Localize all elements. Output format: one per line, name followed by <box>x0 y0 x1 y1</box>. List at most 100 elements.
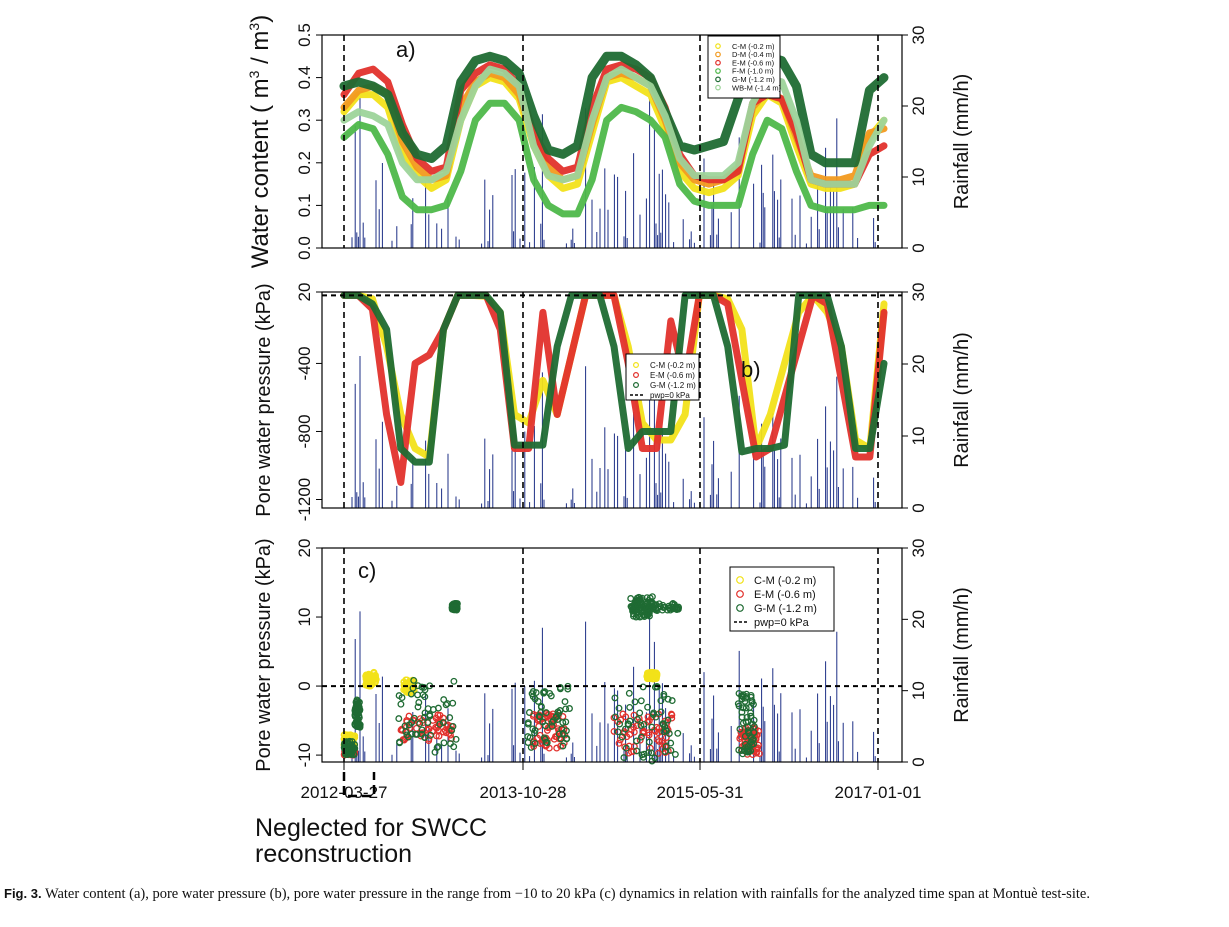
data-point <box>372 677 380 685</box>
data-point <box>637 733 645 741</box>
y-tick-label: 20 <box>295 539 314 558</box>
caption-text: Water content (a), pore water pressure (… <box>44 886 1090 902</box>
data-point <box>669 605 677 613</box>
data-point <box>650 709 658 717</box>
rain-tick-label: 30 <box>909 283 928 302</box>
legend-swatch <box>736 604 744 612</box>
data-point <box>449 722 457 730</box>
y-tick-label: 0.3 <box>295 108 314 132</box>
data-point <box>421 713 428 721</box>
series-G-M-cluster <box>611 682 682 765</box>
data-point <box>643 674 651 681</box>
data-point <box>566 705 573 712</box>
data-point <box>449 699 457 707</box>
data-point <box>615 704 623 712</box>
legend-swatch <box>715 59 721 66</box>
data-point <box>747 691 755 699</box>
legend-entry: G-M (-1.2 m) <box>732 75 775 84</box>
data-point <box>531 729 538 737</box>
legend-entry: C-M (-0.2 m) <box>732 42 775 51</box>
data-point <box>542 722 549 730</box>
data-point <box>450 604 458 612</box>
data-point <box>633 737 641 745</box>
data-point <box>633 747 641 755</box>
data-point <box>634 716 641 723</box>
data-point <box>529 725 537 733</box>
series-G-M-cluster <box>524 682 573 751</box>
data-point <box>614 728 622 736</box>
data-point <box>739 693 747 701</box>
y-axis-label-part: ) <box>247 15 274 23</box>
rain-tick-label: 0 <box>909 503 928 512</box>
shared-x-axis: 2012-03-27 2013-10-28 2015-05-31 2017-01-01 <box>301 762 921 802</box>
legend-entry: G-M (-1.2 m) <box>754 603 817 615</box>
series-G-M-line <box>339 51 889 168</box>
data-point <box>542 738 550 746</box>
data-point <box>536 713 544 721</box>
data-point <box>446 714 454 722</box>
y-tick-label: 10 <box>295 608 314 627</box>
data-point <box>659 720 667 728</box>
legend-entry: WB-M (-1.4 m) <box>732 83 782 92</box>
figure-caption: Fig. 3. Water content (a), pore water pr… <box>4 884 1225 904</box>
series-group <box>322 593 902 765</box>
data-point <box>414 718 422 726</box>
data-point <box>644 703 652 711</box>
data-point <box>610 727 618 735</box>
data-point <box>429 706 437 713</box>
data-point <box>537 703 545 711</box>
data-point <box>449 600 457 608</box>
data-point <box>673 605 681 613</box>
x-tick-label: 2013-10-28 <box>480 783 567 802</box>
data-point <box>351 712 359 720</box>
rain-tick-label: 30 <box>909 539 928 558</box>
legend-swatch <box>736 576 744 584</box>
data-point <box>744 748 752 756</box>
data-point <box>611 713 619 721</box>
data-point <box>736 735 744 742</box>
data-point <box>738 713 746 721</box>
legend-swatch <box>715 84 721 91</box>
legend-entry: pwp=0 kPa <box>754 617 810 629</box>
data-point <box>556 684 564 691</box>
data-point <box>555 709 563 717</box>
data-point <box>667 739 675 747</box>
legend: C-M (-0.2 m)E-M (-0.6 m)G-M (-1.2 m)pwp=… <box>729 566 835 632</box>
data-point <box>618 733 626 741</box>
series-G-M-cluster <box>340 737 359 759</box>
data-point <box>434 743 442 751</box>
data-point <box>347 731 355 739</box>
caption-fig-label: Fig. 3. <box>4 886 42 901</box>
data-point <box>747 709 755 717</box>
panel-label: b) <box>741 357 761 382</box>
data-point <box>611 694 619 702</box>
y-tick-label: 0.0 <box>295 236 314 260</box>
data-point <box>648 757 656 765</box>
data-point <box>737 728 745 736</box>
data-point <box>631 698 639 706</box>
data-point <box>738 692 746 700</box>
data-point <box>626 717 634 725</box>
legend: C-M (-0.2 m)E-M (-0.6 m)G-M (-1.2 m)pwp=… <box>625 353 700 401</box>
data-point <box>553 744 561 752</box>
data-point <box>660 728 668 736</box>
data-point <box>640 720 648 728</box>
data-point <box>548 718 556 726</box>
series-G-M-cluster <box>351 696 364 731</box>
panel-label: c) <box>358 558 376 583</box>
data-point <box>664 695 672 703</box>
data-point <box>616 720 624 728</box>
data-point <box>559 742 567 750</box>
legend-entry: D-M (-0.4 m) <box>732 50 775 59</box>
y-tick-label: 0 <box>295 681 314 690</box>
data-point <box>561 698 569 706</box>
legend-entry: G-M (-1.2 m) <box>650 381 696 390</box>
rain-tick-label: 0 <box>909 757 928 766</box>
data-point <box>448 726 456 734</box>
series-G-M-cluster <box>627 599 682 614</box>
data-point <box>395 715 403 723</box>
data-point <box>630 728 638 736</box>
data-point <box>424 719 432 726</box>
data-point <box>621 725 629 733</box>
series-E-M-line <box>340 61 888 188</box>
